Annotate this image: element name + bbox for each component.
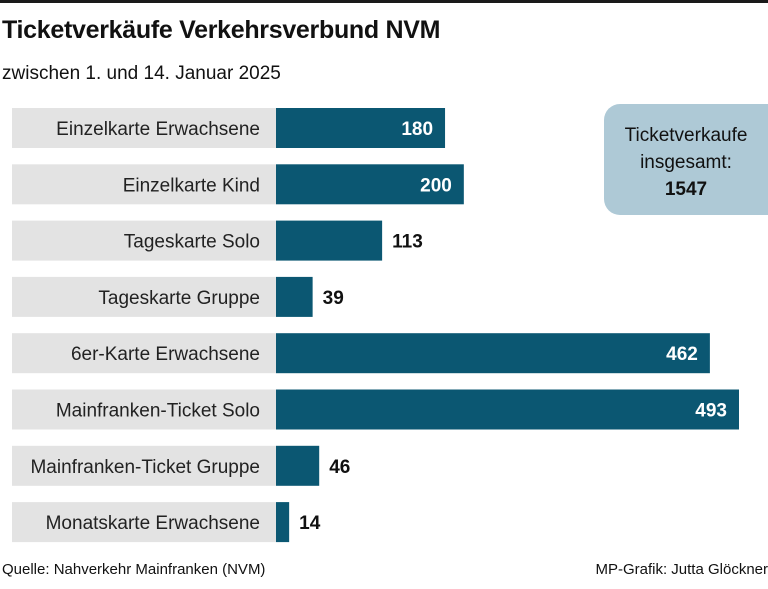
category-label: Monatskarte Erwachsene: [46, 513, 260, 534]
category-label-bg: [12, 164, 276, 205]
value-label: 180: [401, 119, 433, 140]
category-label: Mainfranken-Ticket Gruppe: [30, 457, 260, 478]
bar: [276, 502, 290, 543]
bar: [276, 389, 739, 430]
chart-title: Ticketverkäufe Verkehrsverbund NVM: [2, 16, 441, 44]
value-label: 39: [323, 288, 344, 309]
bar: [276, 164, 464, 205]
category-label: Tageskarte Solo: [124, 232, 260, 253]
bar: [276, 333, 710, 374]
bar: [276, 220, 383, 261]
value-label: 462: [666, 344, 698, 365]
bar: [276, 445, 320, 486]
value-label: 14: [299, 513, 321, 534]
category-label-bg: [12, 445, 276, 486]
source-note: Quelle: Nahverkehr Mainfranken (NVM): [2, 561, 266, 578]
graphic-credit: MP-Grafik: Jutta Glöckner: [595, 561, 768, 578]
category-label-bg: [12, 276, 276, 317]
value-label: 113: [392, 232, 423, 253]
bar: [276, 276, 313, 317]
total-label-line2: insgesamt:: [640, 152, 732, 173]
total-text: Ticketverkaufe insgesamt: 1547: [604, 122, 768, 203]
category-label: Einzelkarte Erwachsene: [56, 119, 260, 140]
total-value: 1547: [664, 179, 708, 200]
chart-subtitle: zwischen 1. und 14. Januar 2025: [2, 63, 281, 84]
value-label: 200: [420, 175, 452, 196]
total-label-line1: Ticketverkaufe: [624, 125, 748, 146]
category-label-bg: [12, 333, 276, 374]
category-label: Tageskarte Gruppe: [98, 288, 260, 309]
total-box: [604, 104, 768, 215]
value-label: 46: [329, 457, 350, 478]
bar: [276, 108, 446, 148]
category-label-bg: [12, 389, 276, 430]
category-label-bg: [12, 220, 276, 261]
category-label: 6er-Karte Erwachsene: [71, 344, 260, 365]
top-rule: [0, 0, 768, 3]
category-label-bg: [12, 502, 276, 543]
category-label-bg: [12, 108, 276, 148]
category-label: Einzelkarte Kind: [123, 175, 260, 196]
value-label: 493: [695, 401, 727, 422]
category-label: Mainfranken-Ticket Solo: [56, 401, 260, 422]
